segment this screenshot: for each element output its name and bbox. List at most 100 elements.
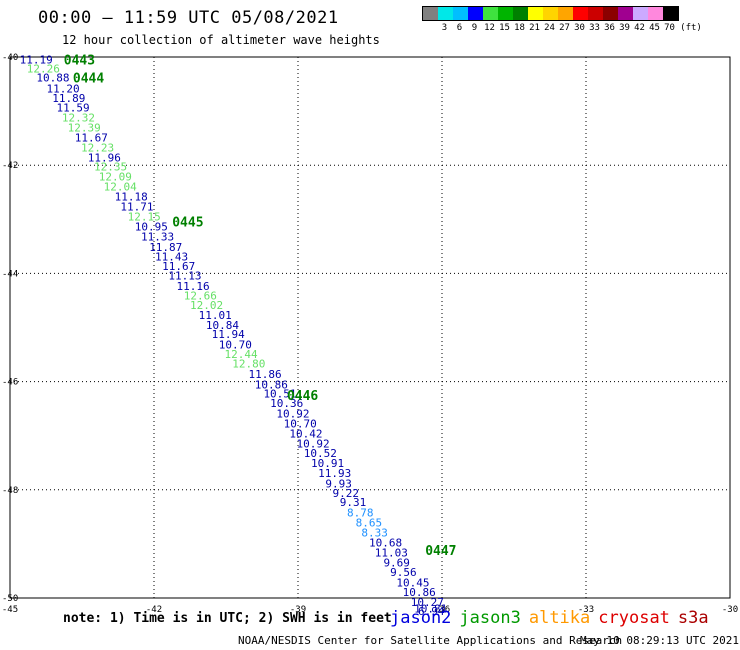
satellite-jason2: jason2 [390, 608, 452, 628]
legend-label: 39 [619, 23, 630, 33]
map-frame [9, 56, 731, 599]
legend-swatch [558, 7, 573, 20]
wave-height-label: 11.43 [155, 251, 188, 264]
wave-height-label: 12.32 [62, 112, 95, 125]
wave-height-label: 11.93 [318, 467, 351, 480]
wave-height-label: 10.36 [270, 397, 303, 410]
credit-text: NOAA/NESDIS Center for Satellite Applica… [238, 634, 623, 647]
wave-height-color-legend: 3 6 9 12 15 18 21 24 27 30 33 36 39 42 45 70 (ft) [422, 6, 702, 37]
legend-swatch [438, 7, 453, 20]
wave-height-label: 10.27 [411, 596, 444, 609]
legend-swatch [648, 7, 663, 20]
wave-height-label: 11.16 [177, 280, 210, 293]
lon-tick-label: -45 [2, 605, 18, 615]
wave-height-label: 8.33 [361, 527, 388, 540]
wave-height-label: 9.22 [333, 487, 360, 500]
wave-height-label: 10.95 [135, 220, 168, 233]
wave-height-label: 10.92 [276, 408, 309, 421]
legend-swatches [422, 6, 679, 21]
legend-label: 33 [589, 23, 600, 33]
satellite-s3a: s3a [677, 608, 709, 628]
wave-height-label: 10.91 [311, 457, 344, 470]
satellite-altika: altika [528, 608, 591, 628]
legend-swatch [618, 7, 633, 20]
legend-swatch [483, 7, 498, 20]
wave-height-label: 12.15 [128, 211, 161, 224]
wave-height-label: 11.19 [20, 54, 53, 67]
wave-height-label: 12.66 [184, 290, 217, 303]
wave-height-label: 11.86 [249, 368, 282, 381]
wave-height-label: 11.96 [88, 152, 121, 165]
wave-height-label: 10.45 [396, 576, 429, 589]
wave-height-label: 11.89 [52, 92, 85, 105]
lon-tick-label: -33 [578, 605, 594, 615]
wave-height-label: 10.92 [297, 437, 330, 450]
wave-height-label: 12.02 [190, 299, 223, 312]
wave-height-label: 11.59 [57, 101, 90, 114]
lat-tick-label: -42 [2, 161, 18, 171]
legend-swatch [453, 7, 468, 20]
wave-height-label: 11.33 [141, 231, 174, 244]
wave-height-label: 10.81 [414, 602, 447, 615]
wave-height-label: 11.20 [46, 82, 79, 95]
legend-swatch [543, 7, 558, 20]
wave-height-label: 10.42 [289, 428, 322, 441]
time-labels: 0443 0444 0445 0446 0447 [64, 54, 457, 559]
satellite-jason3: jason3 [459, 608, 521, 628]
wave-height-label: 8.65 [356, 516, 383, 529]
lon-tick-label: -30 [722, 605, 738, 615]
legend-label: 24 [544, 23, 555, 33]
wave-height-points: 11.1912.2610.8811.2011.8911.5912.3212.39… [20, 54, 448, 618]
grid-lines [10, 57, 730, 598]
legend-swatch [468, 7, 483, 20]
time-label: 0444 [73, 72, 104, 87]
legend-swatch [513, 7, 528, 20]
legend-swatch [528, 7, 543, 20]
legend-swatch [588, 7, 603, 20]
wave-height-label: 10.86 [255, 378, 288, 391]
satellite-cryosat: cryosat [598, 608, 670, 628]
legend-label: 18 [514, 23, 525, 33]
legend-swatch [603, 7, 618, 20]
wave-height-label: 10.70 [219, 338, 252, 351]
chart-title: 00:00 – 11:59 UTC 05/08/2021 [38, 8, 339, 28]
lat-tick-label: -44 [2, 269, 18, 279]
wave-height-label: 12.09 [99, 171, 132, 184]
wave-height-label: 8.78 [347, 507, 374, 520]
lon-tick-label: -39 [290, 605, 306, 615]
time-label: 0445 [172, 215, 203, 230]
wave-height-label: 10.88 [36, 72, 69, 85]
lon-tick-label: -36 [434, 605, 450, 615]
wave-height-label: 11.13 [168, 270, 201, 283]
wave-height-label: 6.94 [418, 605, 445, 618]
wave-height-label: 10.84 [206, 319, 239, 332]
lat-tick-label: -48 [2, 486, 18, 496]
note-text: note: 1) Time is in UTC; 2) SWH is in fe… [63, 611, 392, 626]
legend-label: 36 [604, 23, 615, 33]
legend-label: 12 [484, 23, 495, 33]
wave-height-label: 9.69 [383, 556, 410, 569]
legend-label: 6 [456, 23, 463, 33]
wave-height-label: 10.52 [304, 447, 337, 460]
legend-label: 9 [471, 23, 478, 33]
wave-height-label: 11.94 [212, 328, 245, 341]
legend-labels: 3 6 9 12 15 18 21 24 27 30 33 36 39 42 45 70 (ft) [422, 23, 702, 37]
satellite-legend: jason2 jason3 altika cryosat s3a [390, 608, 717, 628]
lat-tick-label: -46 [2, 378, 18, 388]
time-label: 0447 [425, 544, 456, 559]
credit-date: May 10 08:29:13 UTC 2021 [580, 634, 739, 647]
wave-height-label: 12.04 [104, 180, 137, 193]
time-label: 0446 [287, 389, 318, 404]
legend-label: 21 [529, 23, 540, 33]
wave-height-label: 12.44 [225, 348, 258, 361]
wave-height-label: 11.71 [120, 200, 153, 213]
wave-height-label: 11.03 [375, 547, 408, 560]
legend-label: 30 [574, 23, 585, 33]
wave-height-label: 12.35 [94, 160, 127, 173]
legend-swatch [573, 7, 588, 20]
lat-tick-label: -40 [2, 53, 18, 63]
legend-label: 27 [559, 23, 570, 33]
wave-height-label: 9.56 [390, 566, 417, 579]
wave-height-label: 11.87 [149, 241, 182, 254]
wave-height-label: 11.67 [75, 132, 108, 145]
